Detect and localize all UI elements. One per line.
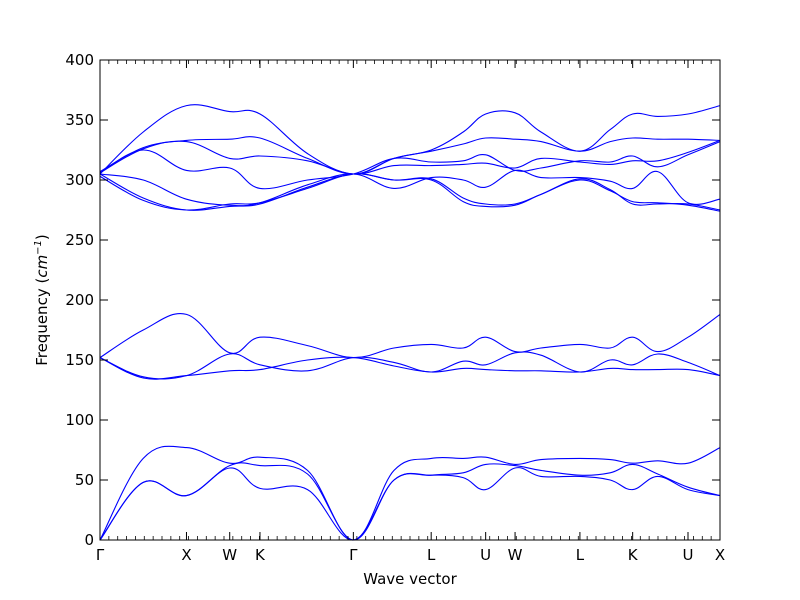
plot-background <box>100 60 720 540</box>
x-tick-label: L <box>427 546 436 564</box>
y-axis-label-close: ) <box>33 234 51 240</box>
x-tick-label: X <box>181 546 191 564</box>
y-axis-label-unit: cm <box>33 255 51 278</box>
y-axis-label-exponent: −1 <box>33 240 44 255</box>
band-line-13 <box>99 104 721 175</box>
x-tick-label: Γ <box>349 546 358 564</box>
x-tick-label: U <box>480 546 491 564</box>
band-line-9 <box>99 169 721 207</box>
y-tick-label: 150 <box>65 351 94 369</box>
y-tick-label: 400 <box>65 51 94 69</box>
band-line-2 <box>99 467 721 541</box>
band-line-4 <box>99 356 721 380</box>
y-tick-labels: 0 50 100 150 200 250 300 350 400 <box>65 51 94 549</box>
y-tick-label: 50 <box>75 471 94 489</box>
x-axis-label: Wave vector <box>363 570 457 588</box>
band-line-8 <box>99 173 721 212</box>
y-tick-label: 350 <box>65 111 94 129</box>
band-line-10 <box>99 141 721 190</box>
y-axis-label-text: Frequency ( <box>33 278 51 366</box>
x-tick-label: L <box>576 546 585 564</box>
y-tick-label: 250 <box>65 231 94 249</box>
y-axis-label: Frequency (cm−1) <box>33 234 51 366</box>
band-line-7 <box>99 173 721 211</box>
band-line-11 <box>99 139 721 175</box>
y-tick-label: 0 <box>84 531 94 549</box>
x-tick-label: X <box>715 546 725 564</box>
band-line-1 <box>99 462 721 541</box>
y-tick-label: 300 <box>65 171 94 189</box>
band-line-5 <box>99 351 721 380</box>
x-tick-label: U <box>683 546 694 564</box>
band-line-6 <box>99 313 721 359</box>
y-tick-label: 200 <box>65 291 94 309</box>
x-tick-label: W <box>508 546 523 564</box>
plot-frame <box>99 59 721 541</box>
axis-ticks <box>99 59 721 541</box>
band-line-12 <box>99 136 721 175</box>
band-line-3 <box>99 445 721 541</box>
x-tick-label: K <box>628 546 639 564</box>
x-tick-label: K <box>255 546 266 564</box>
x-tick-label: W <box>222 546 237 564</box>
y-tick-label: 100 <box>65 411 94 429</box>
band-lines <box>99 104 721 541</box>
x-tick-label: Γ <box>96 546 105 564</box>
